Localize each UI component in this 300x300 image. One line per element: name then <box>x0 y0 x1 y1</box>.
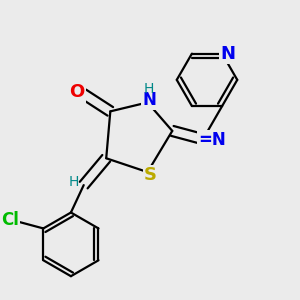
Text: S: S <box>144 166 157 184</box>
Text: N: N <box>220 45 236 63</box>
Text: Cl: Cl <box>1 212 19 230</box>
Text: N: N <box>142 91 156 109</box>
Text: H: H <box>68 175 79 189</box>
Text: H: H <box>144 82 154 96</box>
Text: =N: =N <box>198 131 226 149</box>
Text: O: O <box>69 83 85 101</box>
